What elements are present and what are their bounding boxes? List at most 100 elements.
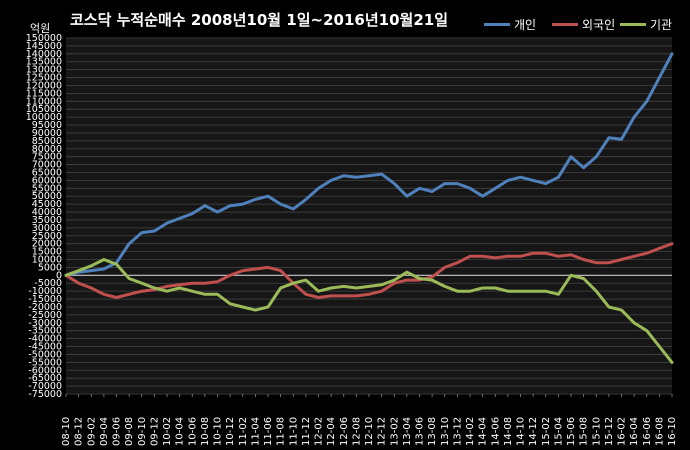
x-tick-label: 11-08	[276, 417, 287, 446]
x-tick-label: 15-04	[553, 417, 564, 446]
legend-item-individual: 개인	[484, 16, 536, 33]
legend-swatch	[484, 23, 510, 26]
x-axis-ticks: 08-10 08-12 09-02 09-04 09-06 09-08 09-10 09-12…	[61, 394, 678, 446]
y-tick-label: 80000	[32, 144, 62, 155]
x-tick-label: 16-02	[617, 417, 628, 446]
x-tick-label: 09-04	[99, 417, 110, 446]
y-tick-label: -35000	[28, 326, 62, 337]
grid-lines	[66, 37, 672, 395]
x-tick-label: 13-04	[402, 417, 413, 446]
x-tick-label: 09-10	[137, 417, 148, 446]
y-tick-label: 30000	[32, 223, 62, 234]
x-tick-label: 12-02	[314, 417, 325, 446]
y-tick-label: 40000	[32, 207, 62, 218]
y-tick-label: 65000	[32, 167, 62, 178]
x-tick-label: 10-02	[162, 417, 173, 446]
x-tick-label: 08-12	[74, 417, 85, 446]
y-tick-label: -65000	[28, 373, 62, 384]
x-tick-label: 13-06	[415, 417, 426, 446]
x-tick-label: 14-04	[478, 417, 489, 446]
y-tick-label: -20000	[28, 302, 62, 313]
x-tick-label: 13-08	[427, 417, 438, 446]
y-tick-label: 140000	[26, 49, 62, 60]
series-line-1	[64, 242, 674, 299]
y-tick-label: 125000	[26, 73, 62, 84]
y-tick-label: 70000	[32, 160, 62, 171]
x-tick-label: 13-10	[440, 417, 451, 446]
x-tick-label: 08-10	[61, 417, 72, 446]
x-tick-label: 14-08	[503, 417, 514, 446]
x-tick-label: 15-08	[579, 417, 590, 446]
y-tick-label: 0	[56, 270, 62, 281]
x-tick-label: 09-06	[112, 417, 123, 446]
legend-swatch	[552, 23, 578, 26]
x-tick-label: 16-06	[642, 417, 653, 446]
y-tick-label: 50000	[32, 191, 62, 202]
x-tick-label: 11-02	[238, 417, 249, 446]
y-tick-label: 5000	[38, 262, 62, 273]
y-axis-ticks: -75000-70000-65000-60000-55000-50000-450…	[26, 33, 62, 400]
x-tick-label: 11-06	[263, 417, 274, 446]
y-tick-label: 55000	[32, 183, 62, 194]
x-tick-label: 13-02	[389, 417, 400, 446]
chart-title: 코스닥 누적순매수 2008년10월 1일~2016년10월21일	[70, 11, 448, 29]
legend-swatch	[620, 23, 646, 26]
x-tick-label: 12-08	[351, 417, 362, 446]
y-tick-label: -70000	[28, 381, 62, 392]
y-tick-label: -60000	[28, 365, 62, 376]
y-tick-label: -25000	[28, 310, 62, 321]
y-tick-label: 35000	[32, 215, 62, 226]
y-tick-label: -75000	[28, 389, 62, 400]
x-tick-label: 14-10	[516, 417, 527, 446]
x-tick-label: 15-10	[591, 417, 602, 446]
y-tick-label: -40000	[28, 334, 62, 345]
y-tick-label: 115000	[26, 88, 62, 99]
x-tick-label: 14-12	[528, 417, 539, 446]
x-tick-label: 10-08	[200, 417, 211, 446]
y-tick-label: 75000	[32, 152, 62, 163]
legend-label: 외국인	[582, 18, 616, 32]
x-tick-label: 12-06	[339, 417, 350, 446]
x-tick-label: 14-06	[490, 417, 501, 446]
y-tick-label: 90000	[32, 128, 62, 139]
x-tick-label: 09-08	[124, 417, 135, 446]
y-tick-label: -15000	[28, 294, 62, 305]
x-tick-label: 16-04	[629, 417, 640, 446]
y-tick-label: 135000	[26, 57, 62, 68]
y-tick-label: 20000	[32, 239, 62, 250]
y-tick-label: 10000	[32, 255, 62, 266]
y-axis-unit: 억원	[30, 22, 51, 35]
legend-label: 기관	[650, 18, 673, 32]
x-tick-label: 16-08	[654, 417, 665, 446]
x-tick-label: 12-12	[377, 417, 388, 446]
y-tick-label: 110000	[26, 96, 62, 107]
y-tick-label: 85000	[32, 136, 62, 147]
y-tick-label: 145000	[26, 41, 62, 52]
y-tick-label: -45000	[28, 342, 62, 353]
series-lines	[64, 52, 674, 364]
y-tick-label: 100000	[26, 112, 62, 123]
x-tick-label: 12-10	[364, 417, 375, 446]
x-tick-label: 11-10	[288, 417, 299, 446]
series-line-2	[64, 258, 674, 364]
y-tick-label: 15000	[32, 247, 62, 258]
x-tick-label: 10-04	[175, 417, 186, 446]
y-tick-label: -10000	[28, 286, 62, 297]
y-tick-label: 105000	[26, 104, 62, 115]
legend-label: 개인	[514, 18, 537, 32]
y-tick-label: 150000	[26, 33, 62, 44]
legend-item-institution: 기관	[620, 16, 672, 33]
x-tick-label: 11-12	[301, 417, 312, 446]
x-tick-label: 16-10	[667, 417, 678, 446]
y-tick-label: 130000	[26, 65, 62, 76]
y-tick-label: 45000	[32, 199, 62, 210]
y-tick-label: 95000	[32, 120, 62, 131]
plot-area	[66, 38, 672, 394]
series-line-0	[64, 52, 674, 277]
x-tick-label: 13-12	[452, 417, 463, 446]
legend-item-foreign: 외국인	[552, 16, 615, 33]
x-tick-label: 11-04	[250, 417, 261, 446]
y-tick-label: -55000	[28, 357, 62, 368]
y-tick-label: -50000	[28, 349, 62, 360]
